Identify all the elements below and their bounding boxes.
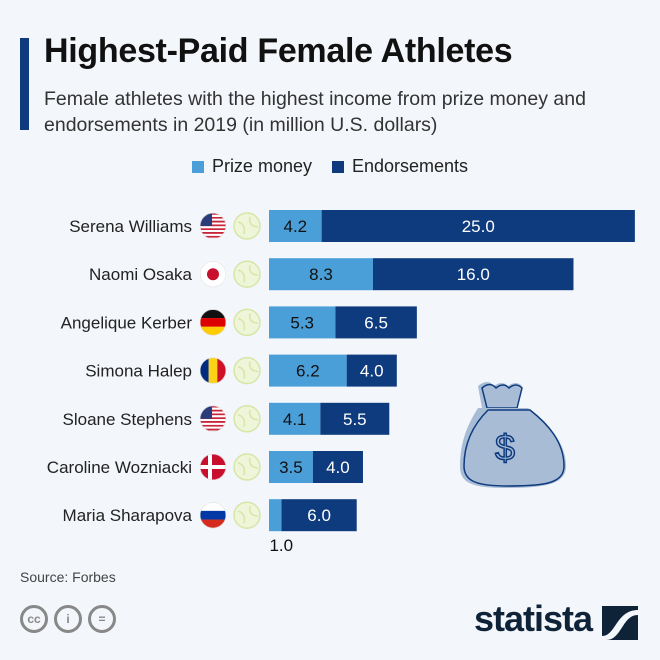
legend-label: Endorsements <box>351 156 469 176</box>
data-label: 4.1 <box>283 410 307 429</box>
tennis-ball-icon <box>233 260 261 288</box>
prize-money-bar <box>269 499 282 532</box>
endorsements-bar <box>312 451 363 483</box>
chart-subtitle: Female athletes with the highest income … <box>44 88 586 136</box>
statista-logo-mark-icon <box>602 606 638 640</box>
bar-row: Simona Halep 6.2 4.0 <box>85 354 397 387</box>
legend-item-endorsements: Endorsements <box>331 156 469 177</box>
cc-icon: cc <box>20 605 48 633</box>
prize-money-bar <box>269 306 336 339</box>
money-bag-icon: $ <box>460 382 566 488</box>
prize-money-bar <box>269 451 313 483</box>
bar-row: Naomi Osaka 8.3 16.0 <box>89 258 574 291</box>
bar-row: Sloane Stephens 4.1 5.5 <box>63 402 390 435</box>
data-label: 4.0 <box>360 362 384 381</box>
legend-swatch <box>191 161 204 173</box>
tennis-ball-icon <box>233 501 261 529</box>
tennis-ball-icon <box>233 405 261 433</box>
source-note: Source: Forbes <box>20 569 116 585</box>
category-label: Serena Williams <box>69 217 192 236</box>
statista-logo[interactable]: statista <box>474 598 593 639</box>
tennis-ball-icon <box>233 308 261 337</box>
flag-us-icon <box>200 405 226 432</box>
flag-us-icon <box>200 213 226 239</box>
prize-money-bar <box>269 258 373 291</box>
category-label: Naomi Osaka <box>89 265 193 284</box>
svg-text:$: $ <box>495 427 515 468</box>
flag-de-icon <box>200 309 226 336</box>
category-label: Simona Halep <box>85 362 192 381</box>
endorsements-bar <box>346 354 397 387</box>
bar-row: Angelique Kerber 5.3 6.5 <box>61 306 417 339</box>
bar-row: Caroline Wozniacki 3.5 4.0 <box>47 451 363 483</box>
title-accent-bar <box>20 38 29 130</box>
data-label: 8.3 <box>309 265 333 284</box>
prize-money-bar <box>269 354 347 387</box>
data-label: 4.0 <box>326 458 350 477</box>
data-label: 25.0 <box>462 217 495 236</box>
bar-row: Serena Williams 4.2 25.0 <box>69 210 635 242</box>
category-label: Caroline Wozniacki <box>47 458 192 477</box>
endorsements-bar <box>372 258 574 291</box>
data-label: 5.3 <box>290 313 314 332</box>
legend-item-prize: Prize money <box>191 156 312 177</box>
license-icons[interactable]: cc i = <box>20 605 116 633</box>
endorsements-bar <box>281 499 357 532</box>
flag-jp-icon <box>200 261 226 288</box>
data-label: 6.0 <box>307 506 331 525</box>
data-label: 3.5 <box>279 458 303 477</box>
legend: Prize money Endorsements <box>0 156 660 177</box>
category-label: Angelique Kerber <box>61 313 193 332</box>
tennis-ball-icon <box>233 356 261 385</box>
data-label: 5.5 <box>343 410 367 429</box>
endorsements-bar <box>335 306 417 339</box>
bar-row: Maria Sharapova 1.0 6.0 <box>63 499 357 555</box>
category-label: Sloane Stephens <box>63 410 193 429</box>
data-label: 1.0 <box>269 536 293 555</box>
chart-title: Highest-Paid Female Athletes <box>44 32 513 70</box>
endorsements-bar <box>321 210 635 242</box>
nd-icon: = <box>88 605 116 633</box>
flag-ru-icon <box>200 502 226 529</box>
tennis-ball-icon <box>233 212 261 240</box>
flag-dk-icon <box>200 454 226 480</box>
prize-money-bar <box>269 210 322 242</box>
flag-ro-icon <box>200 357 226 384</box>
tennis-ball-icon <box>233 453 261 481</box>
data-label: 16.0 <box>457 265 490 284</box>
data-label: 6.5 <box>364 313 388 332</box>
data-label: 4.2 <box>283 217 307 236</box>
data-label: 6.2 <box>296 362 320 381</box>
prize-money-bar <box>269 402 321 435</box>
endorsements-bar <box>320 402 390 435</box>
category-label: Maria Sharapova <box>63 506 193 525</box>
by-icon: i <box>54 605 82 633</box>
legend-swatch <box>331 161 344 173</box>
legend-label: Prize money <box>211 156 312 176</box>
